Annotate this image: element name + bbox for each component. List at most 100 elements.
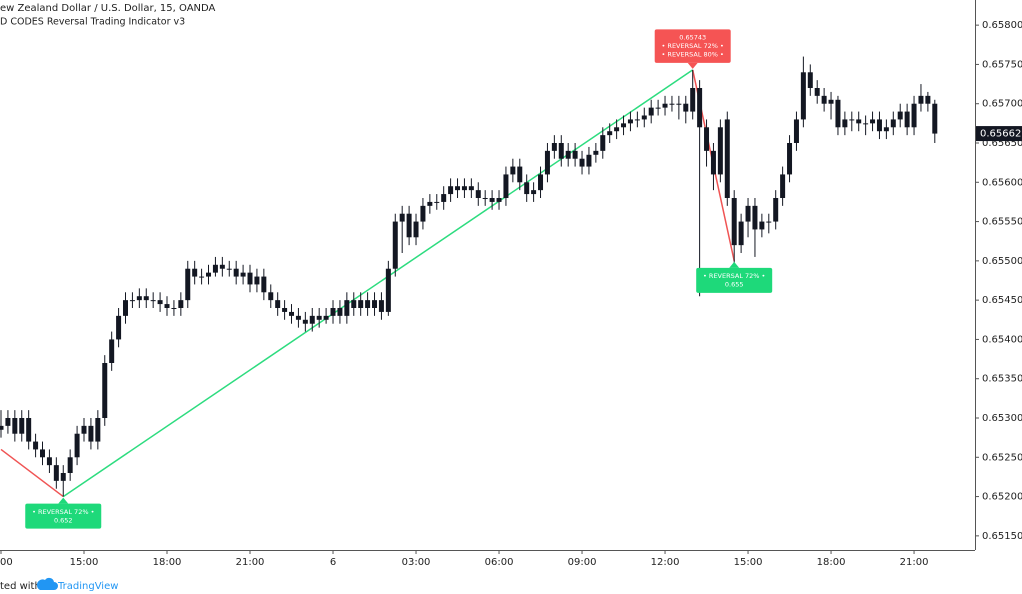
candle-body <box>372 300 378 308</box>
candle-body <box>19 418 25 434</box>
candle-body <box>890 119 896 128</box>
candle-body <box>752 205 758 230</box>
candle-body <box>261 276 267 293</box>
candle-body <box>164 304 170 308</box>
candle-body <box>289 311 295 316</box>
candle-body <box>697 88 703 128</box>
candle-body <box>911 103 917 128</box>
annotation: • REVERSAL 72% •0.652 <box>25 497 102 529</box>
candle-body <box>641 115 647 120</box>
footer-text: ted with <box>0 581 41 592</box>
candle-body <box>150 300 156 302</box>
candle-body <box>731 198 737 246</box>
candle-body <box>579 158 585 167</box>
candle-body <box>918 95 924 104</box>
candle-body <box>302 319 308 324</box>
chart-subtitle: D CODES Reversal Trading Indicator v3 <box>0 17 185 28</box>
candle-body <box>676 103 682 105</box>
candle-body <box>46 457 52 466</box>
candle-body <box>766 221 772 223</box>
candle-body <box>26 418 32 442</box>
candle-body <box>206 272 212 277</box>
candle-body <box>621 123 627 128</box>
x-tick-label: 03:00 <box>402 557 431 568</box>
y-tick-label: 0.65650 <box>982 138 1022 149</box>
candle-body <box>413 221 419 238</box>
annotation-text: • REVERSAL 72% • <box>662 42 724 50</box>
candle-body <box>123 300 129 316</box>
candle-body <box>482 198 488 199</box>
candle-body <box>219 264 225 269</box>
y-tick-label: 0.65200 <box>982 492 1022 503</box>
candle-body <box>185 268 191 301</box>
candle-body <box>129 300 135 302</box>
y-tick-label: 0.65400 <box>982 334 1022 345</box>
candle-body <box>5 418 11 426</box>
candle-body <box>199 276 205 278</box>
candle-body <box>385 268 391 312</box>
candle-body <box>282 308 288 312</box>
candle-body <box>461 186 467 191</box>
candle-body <box>468 186 474 191</box>
candle-body <box>807 72 813 88</box>
candle-body <box>745 205 751 222</box>
candle-body <box>40 449 46 458</box>
candle-body <box>365 300 371 308</box>
annotation-box <box>654 29 731 63</box>
candle-body <box>800 72 806 120</box>
candle-body <box>136 296 142 301</box>
candle-body <box>247 272 253 285</box>
candle-body <box>427 201 433 206</box>
candle-body <box>558 143 564 159</box>
candle-body <box>12 418 18 434</box>
candle-body <box>793 119 799 143</box>
annotation-pointer <box>58 497 69 504</box>
y-tick-label: 0.65550 <box>982 217 1022 228</box>
candle-body <box>109 339 115 363</box>
footer-brand[interactable]: TradingView <box>57 581 118 592</box>
annotation-pointer <box>687 62 698 69</box>
candle-body <box>503 174 509 198</box>
annotation-text: 0.65743 <box>679 34 706 42</box>
candle-body <box>496 198 502 202</box>
annotation-box <box>696 267 773 293</box>
candle-body <box>254 276 260 285</box>
annotation-box <box>25 503 102 529</box>
candle-body <box>226 268 232 270</box>
candle-body <box>544 150 550 175</box>
candle-body <box>143 296 149 301</box>
candle-body <box>814 88 820 96</box>
candle-body <box>295 315 301 320</box>
candle-body <box>655 107 661 109</box>
candle-body <box>932 103 938 134</box>
candle-body <box>897 111 903 120</box>
x-tick-label: 18:00 <box>153 557 182 568</box>
candle-body <box>662 103 668 108</box>
candle-body <box>434 201 440 203</box>
candle-body <box>95 418 101 442</box>
candle-body <box>517 166 523 183</box>
candle-body <box>455 186 461 191</box>
y-tick-label: 0.65450 <box>982 295 1022 306</box>
zigzag-segment <box>0 448 64 498</box>
candle-body <box>565 150 571 159</box>
candle-body <box>551 143 557 151</box>
y-tick-label: 0.65500 <box>982 256 1022 267</box>
candle-body <box>773 198 779 222</box>
candle-body <box>233 268 239 277</box>
candles <box>0 56 938 497</box>
candle-body <box>275 300 281 308</box>
x-tick-label: 15:00 <box>70 557 99 568</box>
candle-body <box>351 300 357 308</box>
annotation: 0.65743• REVERSAL 72% •• REVERSAL 80% • <box>654 29 731 69</box>
annotation-text: • REVERSAL 72% • <box>32 508 94 516</box>
annotation-text: 0.655 <box>725 281 744 289</box>
candle-body <box>724 119 730 198</box>
candle-body <box>572 150 578 159</box>
candle-body <box>192 268 198 277</box>
x-tick-label: 00 <box>0 557 13 568</box>
candle-body <box>337 308 343 316</box>
x-tick-label: 21:00 <box>900 557 929 568</box>
x-tick-label: 09:00 <box>568 557 597 568</box>
y-tick-label: 0.65300 <box>982 413 1022 424</box>
